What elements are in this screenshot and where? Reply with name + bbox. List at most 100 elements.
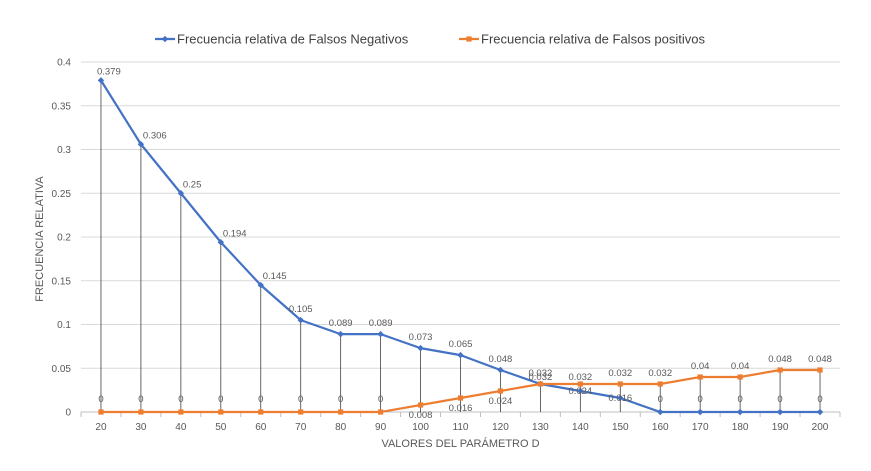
data-point bbox=[298, 409, 304, 415]
data-point bbox=[537, 381, 543, 387]
x-tick-label: 200 bbox=[812, 422, 829, 433]
data-label: 0 bbox=[698, 394, 703, 405]
x-tick-label: 190 bbox=[772, 422, 789, 433]
data-point bbox=[657, 381, 663, 387]
legend-marker bbox=[466, 36, 472, 42]
y-tick-label: 0.4 bbox=[57, 58, 71, 69]
data-label: 0.024 bbox=[568, 386, 592, 397]
data-label: 0.016 bbox=[608, 393, 632, 404]
data-label: 0.008 bbox=[409, 410, 433, 421]
data-label: 0 bbox=[98, 394, 103, 405]
data-point bbox=[337, 330, 344, 338]
series-layer bbox=[97, 77, 824, 416]
data-label: 0.065 bbox=[449, 339, 473, 350]
data-point bbox=[617, 394, 624, 402]
data-label: 0 bbox=[777, 394, 782, 405]
data-label: 0.04 bbox=[691, 361, 710, 372]
x-tick-label: 40 bbox=[175, 422, 187, 433]
x-axis-ticks: 20 30 40 50 60 70 80 90 100 110 120 130 140 150 160 170… bbox=[95, 422, 828, 433]
data-label: 0.032 bbox=[529, 372, 553, 383]
x-tick-label: 160 bbox=[652, 422, 669, 433]
x-tick-label: 140 bbox=[572, 422, 589, 433]
x-tick-label: 90 bbox=[375, 422, 387, 433]
data-label: 0.25 bbox=[183, 179, 202, 190]
data-label: 0.194 bbox=[223, 228, 247, 239]
data-point bbox=[457, 395, 464, 401]
data-label: 0.032 bbox=[529, 368, 553, 379]
data-point bbox=[138, 409, 144, 415]
x-tick-label: 20 bbox=[95, 422, 107, 433]
data-label: 0.073 bbox=[409, 332, 433, 343]
x-axis-title: VALORES DEL PARÁMETRO D bbox=[381, 437, 539, 450]
data-point bbox=[657, 408, 664, 416]
data-point bbox=[696, 408, 704, 416]
data-label: 0.089 bbox=[329, 318, 353, 329]
drop-lines bbox=[100, 80, 821, 412]
legend-marker bbox=[161, 35, 169, 43]
data-label: 0.145 bbox=[263, 271, 287, 282]
x-tick-label: 170 bbox=[692, 422, 709, 433]
y-tick-label: 0.1 bbox=[57, 320, 71, 331]
data-point bbox=[177, 190, 185, 197]
data-point bbox=[98, 409, 104, 415]
legend-label: Frecuencia relativa de Falsos Negativos bbox=[177, 32, 409, 47]
data-point bbox=[218, 409, 224, 415]
data-label: 0 bbox=[178, 394, 183, 405]
data-label: 0.048 bbox=[768, 354, 792, 365]
data-label: 0.032 bbox=[608, 368, 632, 379]
data-point bbox=[577, 381, 583, 387]
data-point bbox=[777, 367, 783, 373]
data-point bbox=[217, 239, 225, 246]
y-tick-label: 0.05 bbox=[52, 364, 72, 375]
data-label: 0.105 bbox=[289, 304, 313, 315]
x-tick-label: 150 bbox=[612, 422, 629, 433]
data-point bbox=[617, 381, 623, 387]
x-tick-label: 110 bbox=[453, 422, 469, 433]
data-label: 0 bbox=[658, 394, 663, 405]
data-point bbox=[377, 330, 384, 338]
data-point bbox=[497, 388, 504, 394]
data-label: 0.048 bbox=[489, 354, 513, 365]
y-tick-label: 0.25 bbox=[52, 189, 72, 200]
data-labels: 0.379 0.306 0.25 0.194 0.145 0.105 0.089 0.089 0… bbox=[97, 66, 832, 421]
x-tick-label: 50 bbox=[215, 422, 227, 433]
data-point bbox=[817, 367, 823, 373]
data-point bbox=[338, 409, 344, 415]
x-tick-label: 130 bbox=[532, 422, 549, 433]
data-label: 0.032 bbox=[568, 372, 592, 383]
data-point bbox=[697, 374, 703, 380]
data-point bbox=[378, 409, 384, 415]
y-tick-label: 0.2 bbox=[57, 233, 71, 244]
data-point bbox=[297, 316, 304, 324]
data-point bbox=[257, 281, 264, 289]
data-label: 0 bbox=[258, 394, 263, 405]
data-point bbox=[97, 77, 105, 84]
data-point bbox=[737, 374, 743, 380]
data-label: 0 bbox=[378, 394, 383, 405]
x-tick-label: 180 bbox=[732, 422, 749, 433]
x-tick-label: 100 bbox=[412, 422, 429, 433]
data-point bbox=[417, 402, 424, 408]
data-point bbox=[497, 366, 504, 374]
y-axis-title: FRECUENCIA RELATIVA bbox=[34, 176, 46, 302]
x-tick-label: 120 bbox=[492, 422, 509, 433]
data-point bbox=[816, 408, 824, 416]
data-label: 0 bbox=[298, 394, 303, 405]
y-axis-ticks: 0 0.05 0.1 0.15 0.2 0.25 0.3 0.35 0.4 bbox=[52, 58, 72, 419]
data-label: 0.306 bbox=[143, 130, 167, 141]
y-tick-label: 0.35 bbox=[52, 101, 72, 112]
data-point bbox=[178, 409, 184, 415]
x-tick-label: 30 bbox=[135, 422, 147, 433]
y-tick-label: 0.15 bbox=[52, 276, 72, 287]
x-tick-label: 60 bbox=[255, 422, 267, 433]
x-tick-label: 80 bbox=[335, 422, 347, 433]
data-label: 0 bbox=[138, 394, 143, 405]
y-tick-label: 0 bbox=[65, 408, 71, 419]
data-label: 0 bbox=[737, 394, 742, 405]
data-point bbox=[736, 408, 744, 416]
data-label: 0.379 bbox=[97, 66, 121, 77]
data-label: 0.089 bbox=[369, 318, 393, 329]
data-label: 0.032 bbox=[648, 368, 672, 379]
data-point bbox=[457, 351, 464, 359]
